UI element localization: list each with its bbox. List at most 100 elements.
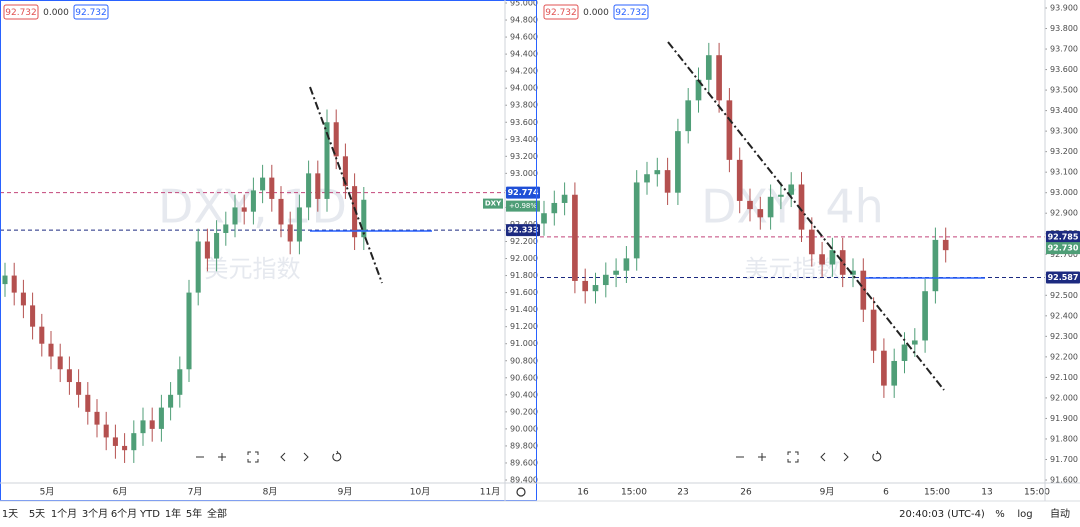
candle-body (850, 270, 856, 275)
watermark-subtitle: 美元指数 (745, 255, 841, 283)
candle-body (315, 173, 321, 199)
legend-value: 92.732 (75, 8, 107, 18)
candle-body (623, 258, 630, 271)
y-tick-label: 94.400 (510, 50, 538, 59)
reset-chart[interactable] (332, 450, 342, 462)
y-tick-label: 93.200 (1050, 147, 1078, 156)
x-tick-label: 6月 (113, 487, 128, 498)
range-button[interactable]: 1天 (2, 509, 18, 520)
price-tag-label: 92.333 (508, 226, 539, 235)
price-tag-label: 92.587 (1048, 273, 1079, 282)
legend-value: 0.000 (583, 8, 609, 18)
y-tick-label: 93.200 (510, 152, 538, 161)
candle-body (48, 343, 54, 357)
candle-body (333, 122, 339, 157)
candle-body (778, 194, 784, 197)
range-button[interactable]: 1个月 (51, 508, 77, 520)
candle-body (592, 285, 599, 292)
y-tick-label: 93.300 (1050, 127, 1078, 136)
candle-body (296, 207, 302, 242)
candle-body (757, 209, 764, 218)
candle-body (747, 200, 753, 210)
candle-body (808, 229, 815, 255)
legend-value: 92.732 (545, 8, 577, 18)
y-tick-label: 93.800 (1050, 24, 1078, 33)
candle-body (932, 239, 939, 292)
candle-body (798, 184, 805, 230)
y-tick-label: 90.600 (510, 373, 538, 382)
zoom-in[interactable] (758, 453, 766, 461)
candle-body (223, 224, 229, 233)
range-button[interactable]: YTD (139, 509, 160, 520)
price-tag-label: 92.785 (1048, 232, 1079, 241)
settings-icon[interactable] (516, 487, 526, 497)
candle-body (572, 194, 578, 281)
candle-body (695, 79, 702, 101)
candle-body (66, 369, 72, 383)
candle-body (839, 250, 846, 275)
x-tick-label: 13 (981, 488, 992, 498)
y-tick-label: 91.800 (510, 271, 538, 280)
y-tick-label: 93.600 (1050, 65, 1078, 74)
y-tick-label: 92.100 (1050, 373, 1078, 382)
price-tag (1046, 271, 1080, 284)
candle-body (112, 437, 118, 446)
candle-body (361, 199, 367, 238)
y-tick-label: 90.200 (510, 407, 538, 416)
range-button[interactable]: 5天 (29, 509, 45, 520)
y-tick-label: 93.500 (1050, 86, 1078, 95)
y-tick-label: 92.200 (510, 237, 538, 246)
candle-body (705, 55, 712, 80)
scale-option[interactable]: % (995, 509, 1005, 520)
y-tick-label: 93.100 (1050, 168, 1078, 177)
range-button[interactable]: 全部 (207, 507, 227, 520)
candle-body (186, 292, 192, 370)
scroll-left[interactable] (280, 452, 286, 462)
scroll-right[interactable] (303, 452, 309, 462)
y-tick-label: 92.200 (1050, 352, 1078, 361)
candle-body (901, 344, 908, 361)
y-tick-label: 92.300 (1050, 332, 1078, 341)
scale-option[interactable]: log (1017, 509, 1032, 520)
scroll-right[interactable] (843, 452, 849, 462)
price-tag-label: 92.774 (508, 188, 539, 197)
y-tick-label: 94.800 (510, 16, 538, 25)
reset-chart[interactable] (872, 450, 882, 462)
zoom-in[interactable] (218, 453, 226, 461)
legend-box (73, 4, 109, 20)
reset-view[interactable] (787, 451, 799, 463)
y-tick-label: 93.400 (510, 135, 538, 144)
candle-body (39, 326, 45, 344)
candle-body (122, 445, 128, 451)
price-tag (1046, 230, 1080, 243)
watermark-subtitle: 美元指数 (205, 255, 301, 283)
y-tick-label: 89.600 (510, 458, 538, 467)
candle-body (870, 309, 877, 351)
range-button[interactable]: 5年 (186, 507, 202, 520)
candle-body (57, 356, 63, 370)
range-button[interactable]: 6个月 (111, 508, 137, 520)
toolbar (0, 501, 1080, 527)
candle-body (94, 411, 100, 425)
legend-value: 92.732 (5, 8, 37, 18)
candle-body (76, 382, 82, 395)
candle-body (716, 55, 722, 101)
candle-body (860, 270, 867, 310)
symbol-tag-label: DXY (485, 200, 502, 208)
x-tick-label: 9月 (820, 487, 835, 498)
y-tick-label: 93.000 (510, 169, 538, 178)
candle-body (582, 280, 589, 292)
x-tick-label: 11月 (480, 487, 500, 498)
range-button[interactable]: 1年 (165, 507, 181, 520)
y-tick-label: 93.600 (510, 118, 538, 127)
x-tick-label: 9月 (338, 487, 353, 498)
reset-view[interactable] (247, 451, 259, 463)
range-button[interactable]: 3个月 (82, 508, 108, 520)
candle-body (241, 207, 247, 212)
scroll-left[interactable] (820, 452, 826, 462)
scale-option[interactable]: 自动 (1050, 507, 1070, 520)
candle-body (287, 224, 293, 242)
x-tick-label: 15:00 (621, 488, 647, 498)
candle-body (306, 173, 312, 208)
price-tag (506, 224, 540, 237)
